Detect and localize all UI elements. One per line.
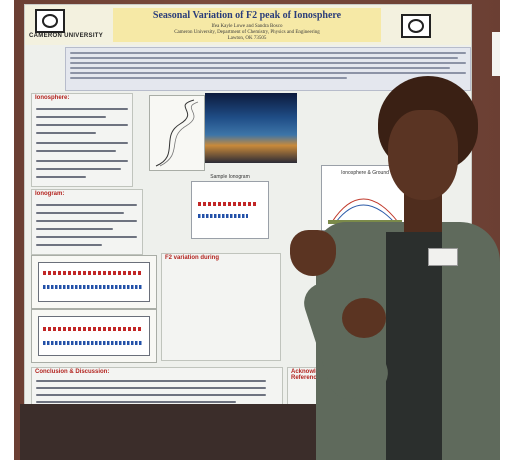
ionogram-section: Ionogram: [31, 189, 143, 255]
poster-authors: Ifea Kayle Lowe and Sandra Bosco [211, 24, 283, 29]
sample-ionogram: Sample Ionogram [191, 174, 269, 239]
ionosphere-profile-graph [155, 99, 199, 167]
figure-caption: Sample Ionogram [210, 174, 250, 180]
logo-mark-icon [408, 19, 424, 33]
shirt [386, 232, 442, 460]
poster-title: Seasonal Variation of F2 peak of Ionosph… [152, 10, 342, 21]
section-heading: Ionogram: [35, 191, 65, 197]
lower-hand [342, 298, 386, 338]
cameron-logo-icon [35, 9, 65, 33]
poster-byline: Ifea Kayle Lowe and Sandra Bosco Cameron… [113, 24, 381, 42]
logo-mark-icon [42, 14, 58, 28]
title-band: Seasonal Variation of F2 peak of Ionosph… [113, 8, 381, 42]
raised-hand [290, 230, 336, 276]
section-heading: Conclusion & Discussion: [35, 369, 110, 375]
variation-chart-bottom [31, 309, 157, 363]
scatter-plot [38, 316, 150, 356]
scatter-plot [38, 262, 150, 302]
face [388, 110, 458, 200]
section-heading: F2 variation during [165, 255, 220, 261]
ionosphere-photo [205, 93, 297, 163]
poster-affiliation: Cameron University, Department of Chemis… [174, 30, 320, 35]
ionosphere-section: Ionosphere: [31, 93, 133, 187]
profile-plot [149, 95, 205, 171]
poster-header: CAMERON UNIVERSITY Seasonal Variation of… [25, 5, 471, 45]
presenter-person [290, 72, 500, 460]
diagram-caption: Ionosphere & Ground [341, 170, 389, 176]
conclusion-section: Conclusion & Discussion: [31, 367, 283, 407]
university-name: CAMERON UNIVERSITY [29, 33, 104, 39]
poster-location: Lawton, OK 73505 [227, 36, 267, 41]
abstract-box [65, 47, 471, 91]
abstract-text [70, 52, 466, 82]
name-badge [428, 248, 458, 266]
paper-strip [492, 32, 500, 76]
photo-scene: CAMERON UNIVERSITY Seasonal Variation of… [14, 0, 500, 460]
f2-variation-section: F2 variation during [161, 253, 281, 361]
variation-chart-top [31, 255, 157, 309]
research-poster: CAMERON UNIVERSITY Seasonal Variation of… [24, 4, 472, 408]
section-heading: Ionosphere: [35, 95, 70, 101]
right-logo-icon [401, 14, 431, 38]
